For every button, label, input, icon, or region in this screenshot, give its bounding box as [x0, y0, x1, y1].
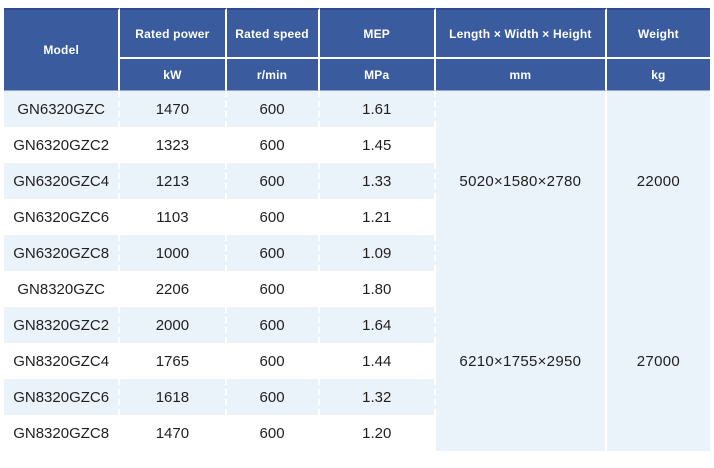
- table-row: GN6320GZC4 1213 600 1.33: [4, 163, 710, 199]
- col-header-rated-speed: Rated speed: [226, 8, 320, 59]
- mep-cell: 1.44: [319, 343, 436, 379]
- col-header-model: Model: [4, 8, 121, 91]
- rated-power-cell: 2000: [120, 307, 227, 343]
- rated-speed-cell: 600: [226, 379, 320, 415]
- model-cell: GN8320GZC6: [4, 379, 121, 415]
- mep-cell: 1.33: [319, 163, 436, 199]
- rated-power-cell: 1213: [120, 163, 227, 199]
- col-header-mep: MEP: [319, 8, 436, 59]
- rated-speed-cell: 600: [226, 127, 320, 163]
- engine-spec-table: Model Rated power Rated speed MEP Length…: [4, 8, 710, 451]
- weight-merged-cell: 27000: [606, 271, 710, 451]
- mep-cell: 1.20: [319, 415, 436, 451]
- rated-power-cell: 1765: [120, 343, 227, 379]
- table-header: Model Rated power Rated speed MEP Length…: [4, 8, 710, 91]
- model-cell: GN6320GZC2: [4, 127, 121, 163]
- rated-power-cell: 1000: [120, 235, 227, 271]
- table-row: GN6320GZC8 1000 600 1.09: [4, 235, 710, 271]
- mep-cell: 1.09: [319, 235, 436, 271]
- col-header-weight: Weight: [606, 8, 710, 59]
- table-row: GN8320GZC4 1765 600 1.44: [4, 343, 710, 379]
- table-row: GN6320GZC2 1323 600 1.45: [4, 127, 710, 163]
- model-cell: GN8320GZC8: [4, 415, 121, 451]
- col-header-rated-power: Rated power: [120, 8, 227, 59]
- unit-header-kg: kg: [606, 59, 710, 91]
- mep-cell: 1.61: [319, 91, 436, 127]
- model-cell: GN8320GZC: [4, 271, 121, 307]
- rated-power-cell: 1470: [120, 91, 227, 127]
- mep-cell: 1.80: [319, 271, 436, 307]
- rated-speed-cell: 600: [226, 271, 320, 307]
- rated-power-cell: 1618: [120, 379, 227, 415]
- mep-cell: 1.21: [319, 199, 436, 235]
- dimensions-merged-cell: 6210×1755×2950: [435, 271, 607, 451]
- table-body: GN6320GZC 1470 600 1.61 5020×1580×2780 2…: [4, 91, 710, 451]
- table-row: GN8320GZC6 1618 600 1.32: [4, 379, 710, 415]
- rated-power-cell: 1470: [120, 415, 227, 451]
- table-row: GN8320GZC 2206 600 1.80 6210×1755×2950 2…: [4, 271, 710, 451]
- mep-cell: 1.32: [319, 379, 436, 415]
- rated-speed-cell: 600: [226, 235, 320, 271]
- model-cell: GN6320GZC6: [4, 199, 121, 235]
- col-header-dimensions: Length × Width × Height: [435, 8, 607, 59]
- rated-speed-cell: 600: [226, 307, 320, 343]
- header-row-units: kW r/min MPa mm kg: [4, 59, 710, 91]
- unit-header-mm: mm: [435, 59, 607, 91]
- mep-cell: 1.45: [319, 127, 436, 163]
- weight-merged-cell: 22000: [606, 91, 710, 271]
- header-row-labels: Model Rated power Rated speed MEP Length…: [4, 8, 710, 91]
- rated-power-cell: 2206: [120, 271, 227, 307]
- rated-speed-cell: 600: [226, 343, 320, 379]
- model-cell: GN6320GZC4: [4, 163, 121, 199]
- model-cell: GN8320GZC2: [4, 307, 121, 343]
- table-row: GN6320GZC 1470 600 1.61 5020×1580×2780 2…: [4, 91, 710, 271]
- model-cell: GN6320GZC8: [4, 235, 121, 271]
- model-cell: GN6320GZC: [4, 91, 121, 127]
- dimensions-merged-cell: 5020×1580×2780: [435, 91, 607, 271]
- rated-speed-cell: 600: [226, 199, 320, 235]
- table-row: GN8320GZC2 2000 600 1.64: [4, 307, 710, 343]
- unit-header-kw: kW: [120, 59, 227, 91]
- unit-header-rmin: r/min: [226, 59, 320, 91]
- model-cell: GN8320GZC4: [4, 343, 121, 379]
- rated-power-cell: 1323: [120, 127, 227, 163]
- rated-power-cell: 1103: [120, 199, 227, 235]
- table-row: GN6320GZC6 1103 600 1.21: [4, 199, 710, 235]
- table-row: GN8320GZC8 1470 600 1.20: [4, 415, 710, 451]
- unit-header-mpa: MPa: [319, 59, 436, 91]
- rated-speed-cell: 600: [226, 163, 320, 199]
- mep-cell: 1.64: [319, 307, 436, 343]
- rated-speed-cell: 600: [226, 415, 320, 451]
- rated-speed-cell: 600: [226, 91, 320, 127]
